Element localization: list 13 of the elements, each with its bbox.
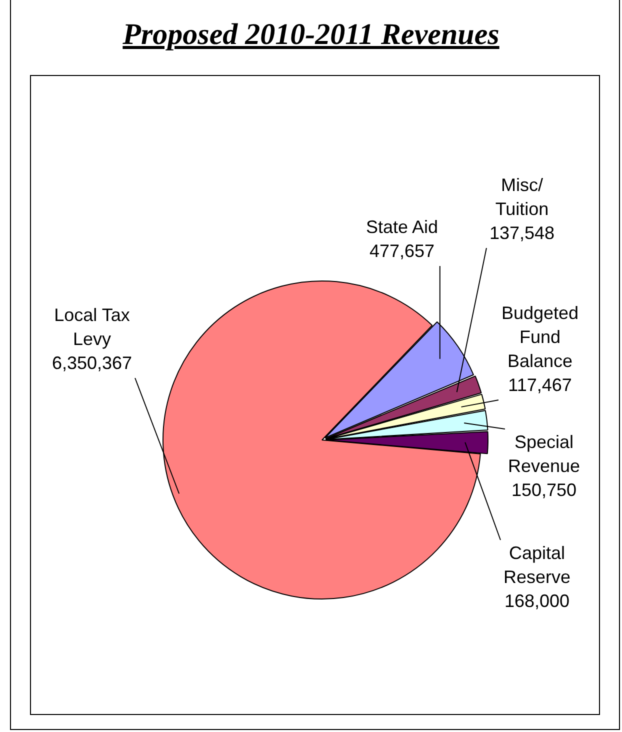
slice-label: Capital Reserve xyxy=(503,542,571,587)
chart-title: Proposed 2010-2011 Revenues xyxy=(122,18,500,52)
slice-label: Local Tax Levy xyxy=(54,304,130,349)
slice-label: Special Revenue xyxy=(508,432,580,476)
data-label: 137,548 xyxy=(489,222,555,243)
slice-label: Budgeted Fund Balance xyxy=(501,302,579,371)
slice-label: Misc/Tuition xyxy=(495,174,549,219)
data-label: 168,000 xyxy=(504,590,570,611)
data-label: 117,467 xyxy=(508,374,572,395)
data-label: 477,657 xyxy=(369,240,435,261)
data-label: 6,350,367 xyxy=(52,352,132,373)
data-label: 150,750 xyxy=(511,480,577,500)
slice-label: State Aid xyxy=(366,216,438,237)
